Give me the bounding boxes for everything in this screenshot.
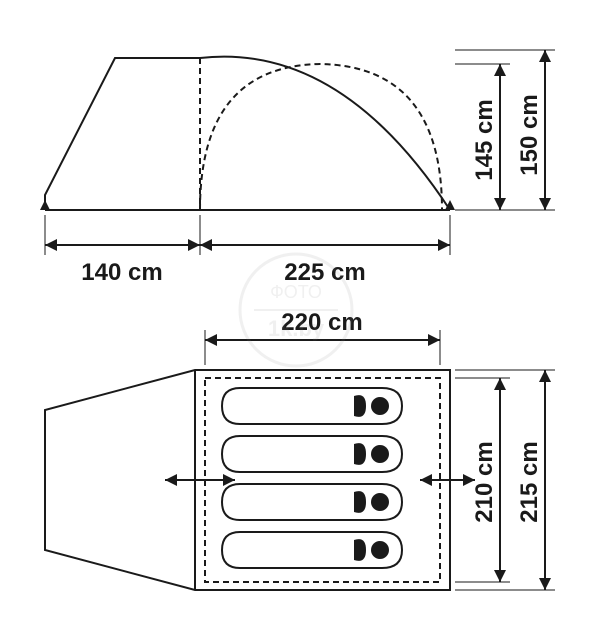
sleeping-bags: [222, 388, 402, 568]
label-inner-height: 145 cm: [471, 99, 498, 180]
dim-inner-height: 145 cm: [455, 64, 510, 210]
label-outer-width: 215 cm: [516, 441, 543, 522]
label-outer-height: 150 cm: [516, 94, 543, 175]
dim-inner-length: 220 cm: [205, 309, 440, 365]
tent-dimension-diagram: 140 cm 225 cm 145 cm 150 cm: [0, 0, 592, 620]
side-view: 140 cm 225 cm 145 cm 150 cm: [40, 50, 555, 286]
label-vestibule-width: 140 cm: [81, 259, 162, 286]
label-inner-length: 220 cm: [281, 309, 362, 336]
dim-vestibule-width: 140 cm: [45, 215, 200, 286]
door-arrow-left: [165, 474, 235, 486]
top-view: 220 cm: [45, 309, 555, 590]
label-main-width: 225 cm: [284, 259, 365, 286]
dim-main-width: 225 cm: [200, 215, 450, 286]
door-arrow-right: [420, 474, 475, 486]
label-inner-width: 210 cm: [471, 441, 498, 522]
